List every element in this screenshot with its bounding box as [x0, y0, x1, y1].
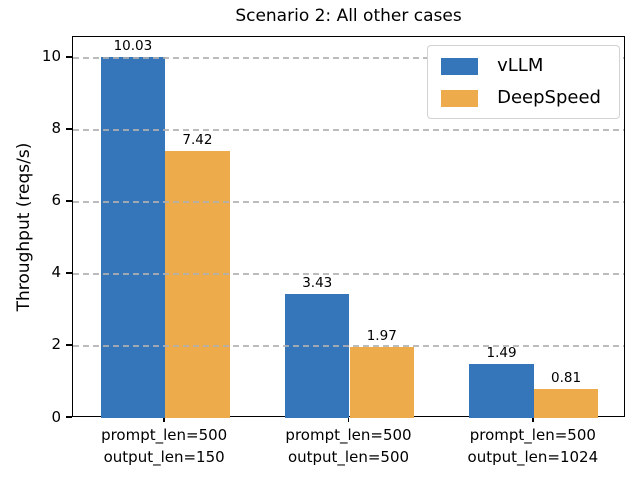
y-tick-mark-0: [66, 416, 72, 418]
y-tick-label-4: 4: [51, 263, 61, 282]
bar-value-label-vllm-0: 10.03: [113, 37, 153, 54]
y-tick-label-8: 8: [51, 119, 61, 138]
y-tick-mark-10: [66, 56, 72, 58]
y-tick-mark-2: [66, 344, 72, 346]
y-tick-label-2: 2: [51, 335, 61, 354]
x-tick-mark-0: [163, 417, 165, 422]
plot-area: 10.03 3.43 1.49 7.42 1.97 0.81 vLLM DeepSpeed: [72, 36, 625, 418]
grid-line-y6: [73, 201, 624, 203]
x-tick-label-0: prompt_len=500 output_len=150: [101, 426, 228, 466]
legend-swatch-deepspeed: [441, 89, 479, 107]
legend-swatch-vllm: [441, 57, 479, 75]
legend-label-vllm: vLLM: [497, 55, 544, 76]
y-tick-mark-6: [66, 200, 72, 202]
chart-title: Scenario 2: All other cases: [235, 6, 462, 26]
bar-value-label-vllm-2: 1.49: [486, 345, 517, 362]
grid-line-y4: [73, 273, 624, 275]
bar-value-label-deepspeed-0: 7.42: [182, 131, 213, 148]
legend-row-vllm: vLLM: [441, 55, 601, 77]
legend-row-deepspeed: DeepSpeed: [441, 87, 601, 109]
y-tick-label-6: 6: [51, 191, 61, 210]
x-tick-label-2: prompt_len=500 output_len=1024: [467, 426, 599, 466]
y-axis-label: Throughput (reqs/s): [14, 142, 34, 312]
x-tick-label-1: prompt_len=500 output_len=500: [285, 426, 412, 466]
legend-label-deepspeed: DeepSpeed: [497, 87, 601, 108]
y-tick-label-0: 0: [51, 407, 61, 426]
bar-vllm-1: [284, 294, 350, 418]
bar-value-label-vllm-1: 3.43: [302, 275, 333, 292]
grid-line-y8: [73, 129, 624, 131]
x-tick-mark-1: [347, 417, 350, 422]
bar-value-label-deepspeed-2: 0.81: [551, 369, 582, 386]
bar-value-label-deepspeed-1: 1.97: [366, 328, 397, 345]
grid-line-y10: [73, 57, 624, 59]
legend: vLLM DeepSpeed: [427, 45, 620, 119]
y-tick-mark-4: [66, 272, 72, 274]
y-tick-mark-8: [66, 128, 72, 130]
bar-deepspeed-1: [349, 347, 415, 418]
bar-deepspeed-0: [165, 150, 230, 418]
x-tick-mark-2: [532, 417, 534, 422]
y-tick-label-10: 10: [41, 47, 61, 66]
grid-line-y2: [73, 345, 624, 347]
bar-deepspeed-2: [533, 388, 599, 418]
bar-vllm-0: [100, 56, 166, 418]
bar-vllm-2: [469, 364, 534, 418]
